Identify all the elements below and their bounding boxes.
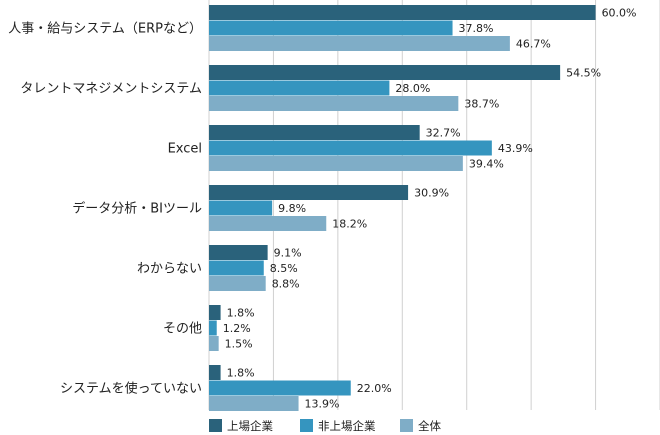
value-label: 54.5% bbox=[566, 67, 601, 80]
value-label: 32.7% bbox=[426, 127, 461, 140]
value-labels: 60.0% 37.8% 46.7% 54.5% 28.0% 38.7% 32.7% 43.9%… bbox=[223, 7, 637, 411]
bar bbox=[209, 80, 390, 96]
value-label: 22.0% bbox=[357, 382, 392, 395]
category-label: システムを使っていない bbox=[60, 381, 202, 397]
value-label: 37.8% bbox=[459, 22, 494, 35]
value-label: 43.9% bbox=[498, 142, 533, 155]
category-label: わからない bbox=[137, 262, 202, 277]
value-label: 13.9% bbox=[305, 398, 340, 411]
value-label: 30.9% bbox=[414, 187, 449, 200]
value-label: 39.4% bbox=[469, 158, 504, 171]
legend: 上場企業 非上場企業 全体 bbox=[209, 419, 441, 433]
bar bbox=[209, 276, 266, 291]
legend-swatch bbox=[209, 419, 222, 432]
value-label: 1.5% bbox=[225, 338, 253, 351]
category-label: 人事・給与システム（ERPなど） bbox=[8, 22, 202, 37]
category-label: タレントマネジメントシステム bbox=[20, 82, 202, 97]
legend-swatch bbox=[400, 419, 413, 432]
legend-swatch bbox=[300, 419, 313, 432]
bar bbox=[209, 320, 217, 336]
value-label: 60.0% bbox=[602, 7, 637, 20]
value-label: 46.7% bbox=[516, 38, 551, 51]
bar bbox=[209, 5, 596, 20]
bar bbox=[209, 185, 409, 200]
bar bbox=[209, 156, 463, 171]
bar bbox=[209, 65, 561, 80]
category-labels: 人事・給与システム（ERPなど） タレントマネジメントシステム Excel データ分析… bbox=[8, 22, 202, 397]
bar bbox=[209, 36, 510, 51]
value-label: 8.5% bbox=[270, 262, 298, 275]
legend-label: 上場企業 bbox=[227, 419, 273, 433]
value-label: 9.8% bbox=[278, 202, 306, 215]
legend-label: 非上場企業 bbox=[318, 419, 376, 433]
value-label: 28.0% bbox=[395, 82, 430, 95]
bar bbox=[209, 200, 273, 216]
bar bbox=[209, 96, 459, 111]
value-label: 1.8% bbox=[227, 367, 255, 380]
bar bbox=[209, 365, 221, 380]
bar bbox=[209, 140, 492, 156]
bar bbox=[209, 260, 264, 276]
bar bbox=[209, 305, 221, 320]
value-label: 18.2% bbox=[332, 218, 367, 231]
value-label: 8.8% bbox=[272, 278, 300, 291]
gridlines bbox=[208, 0, 660, 410]
value-label: 1.8% bbox=[227, 307, 255, 320]
value-label: 38.7% bbox=[464, 98, 499, 111]
value-label: 9.1% bbox=[274, 247, 302, 260]
bars bbox=[209, 5, 596, 411]
value-label: 1.2% bbox=[223, 322, 251, 335]
legend-label: 全体 bbox=[418, 419, 441, 433]
bar bbox=[209, 336, 219, 351]
bar bbox=[209, 396, 299, 411]
bar bbox=[209, 20, 453, 36]
bar bbox=[209, 125, 420, 140]
bar bbox=[209, 380, 351, 396]
bar bbox=[209, 245, 268, 260]
category-label: Excel bbox=[168, 142, 202, 157]
category-label: その他 bbox=[163, 322, 202, 337]
category-label: データ分析・BIツール bbox=[72, 201, 202, 217]
bar bbox=[209, 216, 327, 231]
